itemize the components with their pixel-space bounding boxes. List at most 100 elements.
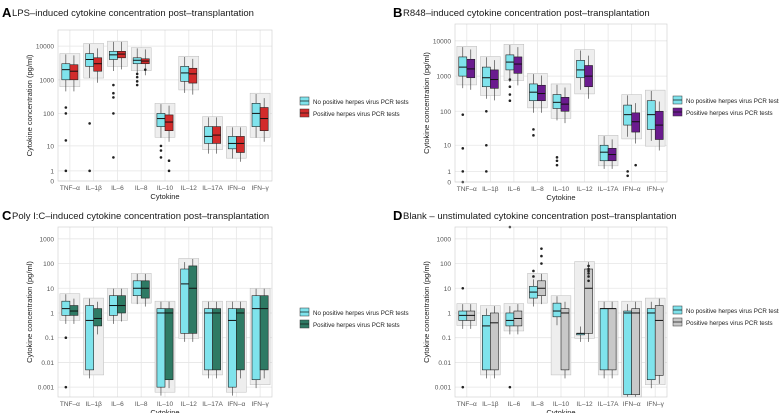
legend-label: No positive herpes virus PCR tests <box>313 99 409 106</box>
outlier-point <box>135 72 139 76</box>
box-positive <box>584 268 593 334</box>
x-tick-label: IL–12 <box>181 185 198 192</box>
x-tick-label: IL–10 <box>157 401 174 408</box>
box-no-positive <box>482 315 491 371</box>
outlier-point <box>532 128 535 131</box>
y-tick-label: 1 <box>50 310 54 317</box>
box-positive <box>537 84 546 102</box>
outlier-point <box>587 267 590 271</box>
y-tick-label: 10 <box>47 143 55 150</box>
y-tick-label: 10000 <box>36 44 54 51</box>
y-tick-label: 100 <box>43 111 54 118</box>
box-no-positive <box>623 310 632 395</box>
box-positive <box>631 112 640 133</box>
y-tick-label: 0.01 <box>438 360 451 367</box>
y-tick-label: 0.1 <box>442 335 451 342</box>
x-tick-label: IFN–γ <box>251 185 269 192</box>
box-positive <box>607 308 617 371</box>
box-no-positive <box>599 144 609 162</box>
x-tick-label: IL–17A <box>598 186 619 193</box>
x-axis-label: Cytokine <box>546 408 575 413</box>
box-no-positive <box>552 94 562 109</box>
outlier-point <box>461 286 465 290</box>
y-tick-label: 0.001 <box>435 385 452 392</box>
outlier-point <box>64 112 68 115</box>
y-tick-label: 1000 <box>40 236 55 243</box>
outlier-point <box>64 385 68 389</box>
box-positive <box>236 308 245 371</box>
box-positive <box>212 308 221 371</box>
plot-frame <box>57 29 273 182</box>
outlier-point <box>485 109 488 113</box>
x-tick-label: IL–6 <box>111 401 124 408</box>
outlier-point <box>587 275 590 278</box>
outlier-point <box>634 163 637 167</box>
y-tick-label: 1000 <box>437 236 452 243</box>
x-axis-label: Cytokine <box>150 408 179 413</box>
y-tick-label: 1 <box>447 169 451 176</box>
outlier-point <box>555 156 559 159</box>
legend-label: Positive herpes virus PCR tests <box>313 322 400 329</box>
outlier-point <box>88 122 91 125</box>
y-tick-label: 10 <box>444 286 452 293</box>
x-tick-label: IL–1β <box>85 401 102 408</box>
x-tick-label: IL–12 <box>181 401 198 408</box>
outlier-point <box>540 254 543 258</box>
outlier-point <box>461 385 465 389</box>
box-no-positive <box>646 308 656 381</box>
outlier-point <box>587 279 590 283</box>
y-tick-label: 0 <box>50 179 54 186</box>
outlier-point <box>555 159 559 163</box>
outlier-point <box>508 385 512 389</box>
outlier-point <box>587 264 590 268</box>
y-axis-label: Cytokine concentration (pg/ml) <box>25 261 34 363</box>
y-tick-label: 0.01 <box>41 360 54 367</box>
outlier-point <box>555 163 559 167</box>
panel-a: A LPS–induced cytokine concentration post… <box>2 5 409 201</box>
box-positive <box>631 308 640 395</box>
outlier-point <box>587 269 590 273</box>
box-positive <box>560 308 570 371</box>
outlier-point <box>508 93 512 96</box>
x-tick-label: IL–10 <box>553 401 570 408</box>
legend-label: Positive herpes virus PCR tests <box>686 110 773 117</box>
plot-frame <box>454 23 668 183</box>
box-no-positive <box>85 305 94 371</box>
panel-b: B R848–induced cytokine concentration pos… <box>393 5 779 202</box>
y-axis-label: Cytokine concentration (pg/ml) <box>422 52 431 154</box>
x-tick-label: TNF–α <box>60 401 80 408</box>
outlier-point <box>143 68 147 71</box>
legend-label: No positive herpes virus PCR tests <box>686 308 779 315</box>
box-positive <box>654 305 664 376</box>
x-tick-label: IL–6 <box>111 185 124 192</box>
y-tick-label: 1 <box>50 168 54 175</box>
outlier-point <box>159 144 163 148</box>
x-tick-label: IL–8 <box>135 401 148 408</box>
outlier-point <box>461 170 465 173</box>
outlier-point <box>112 91 115 95</box>
box-positive <box>93 57 103 72</box>
box-no-positive <box>552 302 562 318</box>
y-tick-label: 100 <box>43 261 54 268</box>
x-tick-label: IL–8 <box>531 401 544 408</box>
x-tick-label: IL–17A <box>202 401 223 408</box>
box-positive <box>259 107 269 132</box>
x-tick-label: IFN–γ <box>647 401 665 408</box>
y-axis-label: Cytokine concentration (pg/ml) <box>422 261 431 363</box>
box-positive <box>140 280 150 299</box>
y-tick-label: 0.1 <box>45 335 54 342</box>
outlier-point <box>532 275 535 278</box>
panel-title: R848–induced cytokine concentration post… <box>403 8 650 19</box>
panel-letter: D <box>393 208 402 223</box>
panel-title: LPS–induced cytokine concentration post–… <box>12 8 254 19</box>
y-axis-label: Cytokine concentration (pg/ml) <box>25 54 34 156</box>
legend-label: No positive herpes virus PCR tests <box>313 310 409 317</box>
box-no-positive <box>156 308 166 388</box>
y-tick-label: 10000 <box>433 38 451 45</box>
x-tick-label: IFN–α <box>623 401 641 408</box>
outlier-point <box>112 112 115 115</box>
outlier-point <box>540 247 543 250</box>
box-no-positive <box>599 308 609 371</box>
y-tick-label: 10 <box>444 143 452 150</box>
box-positive <box>490 312 499 371</box>
